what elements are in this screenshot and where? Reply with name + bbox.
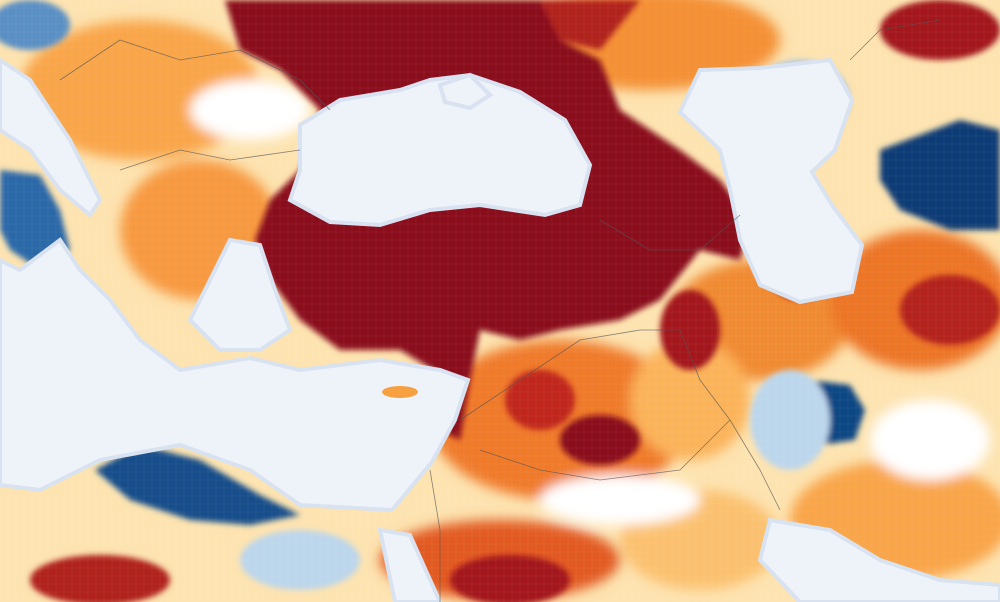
border — [479, 419, 731, 481]
border — [849, 19, 941, 61]
black-sea — [287, 72, 593, 228]
caspian-sea — [677, 57, 865, 305]
persian-gulf — [757, 517, 1000, 602]
border — [679, 329, 781, 511]
country-borders — [59, 19, 941, 602]
sea-of-azov — [437, 72, 494, 111]
border — [459, 329, 680, 421]
border — [59, 39, 331, 111]
mediterranean-sea — [0, 237, 471, 513]
border — [599, 214, 741, 251]
aegean-sea — [187, 237, 293, 352]
border — [119, 149, 301, 171]
seas — [0, 57, 1000, 602]
adriatic-sea — [0, 57, 103, 218]
cyprus — [382, 386, 418, 398]
border — [429, 469, 441, 602]
red-sea — [377, 527, 443, 602]
